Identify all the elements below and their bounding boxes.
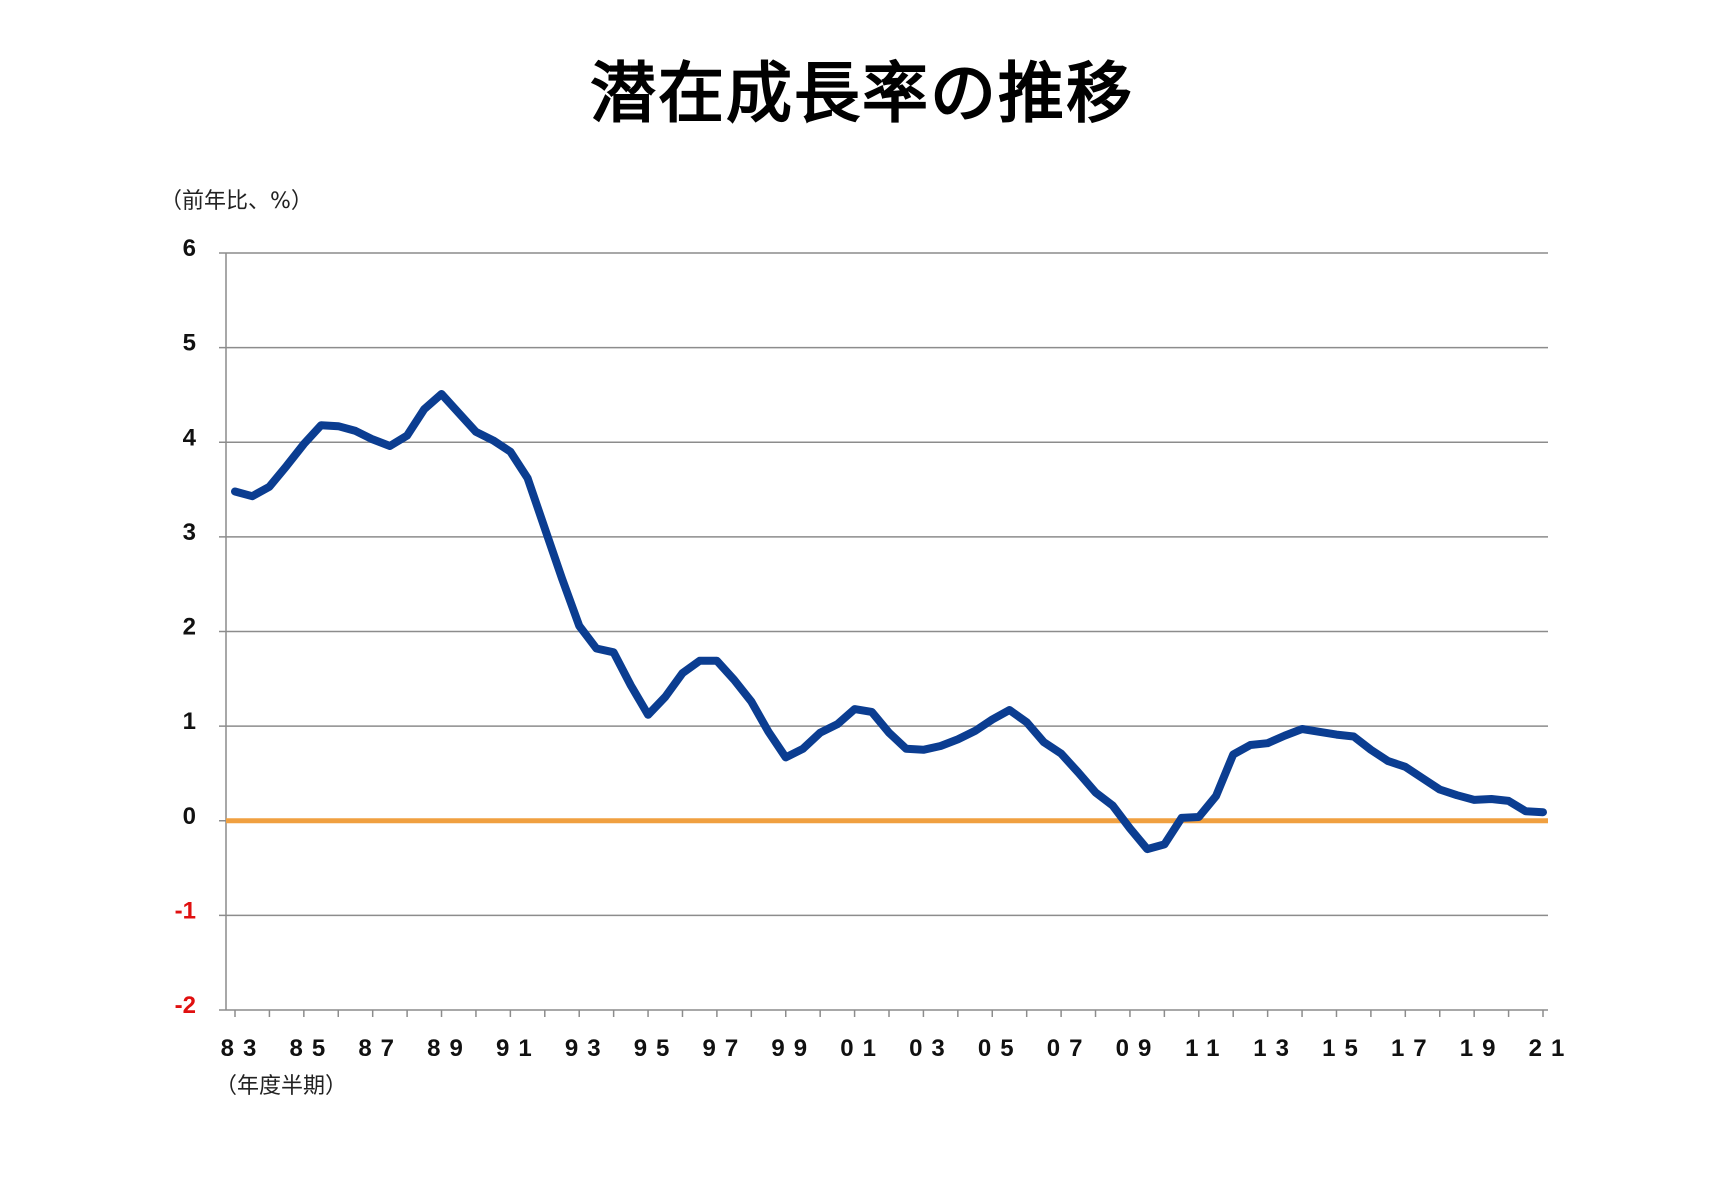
y-tick-label: 4 bbox=[183, 424, 197, 451]
gridlines bbox=[226, 252, 1548, 917]
x-tick-label: 05 bbox=[978, 1035, 1023, 1062]
chart-title: 潜在成長率の推移 bbox=[590, 55, 1134, 132]
y-tick-label: -2 bbox=[175, 992, 196, 1019]
x-tick-label: 15 bbox=[1322, 1035, 1367, 1062]
x-tick-label: 83 bbox=[221, 1035, 266, 1062]
x-tick-label: 19 bbox=[1460, 1035, 1505, 1062]
series-line-potential-growth bbox=[231, 390, 1547, 854]
y-axis-unit-label: （前年比、%） bbox=[160, 189, 313, 214]
x-tick-label: 93 bbox=[565, 1035, 610, 1062]
y-tick-label: 3 bbox=[183, 519, 196, 546]
x-tick-label: 17 bbox=[1391, 1035, 1436, 1062]
y-tick-label: 6 bbox=[183, 235, 196, 262]
series-lines bbox=[231, 390, 1547, 854]
y-tick-label: 1 bbox=[183, 708, 196, 735]
y-tick-label: 2 bbox=[183, 614, 196, 641]
x-tick-label: 07 bbox=[1047, 1035, 1092, 1062]
x-tick-label: 03 bbox=[909, 1035, 954, 1062]
x-tick-label: 21 bbox=[1529, 1035, 1574, 1062]
x-tick-label: 89 bbox=[427, 1035, 472, 1062]
x-tick-label: 85 bbox=[289, 1035, 334, 1062]
x-tick-label: 13 bbox=[1253, 1035, 1298, 1062]
x-tick-label: 09 bbox=[1116, 1035, 1161, 1062]
x-tick-label: 99 bbox=[771, 1035, 816, 1062]
x-tick-label: 91 bbox=[496, 1035, 541, 1062]
x-tick-label: 97 bbox=[703, 1035, 748, 1062]
y-tick-label: 0 bbox=[183, 803, 196, 830]
x-tick-label: 95 bbox=[634, 1035, 679, 1062]
x-tick-label: 01 bbox=[840, 1035, 885, 1062]
x-tick-labels: 83 85 87 89 91 93 95 97 99 01 03 05 07 09 11 13 15 17 19 21 bbox=[221, 1035, 1574, 1062]
x-axis-unit-label: （年度半期） bbox=[215, 1074, 348, 1099]
y-tick-label: -1 bbox=[175, 897, 196, 924]
x-tick-label: 11 bbox=[1185, 1035, 1228, 1062]
axes bbox=[219, 252, 1548, 1017]
y-tick-labels: 6 5 4 3 2 1 0 -1 -2 bbox=[175, 235, 197, 1019]
x-tick-label: 87 bbox=[358, 1035, 403, 1062]
y-tick-label: 5 bbox=[183, 330, 196, 357]
